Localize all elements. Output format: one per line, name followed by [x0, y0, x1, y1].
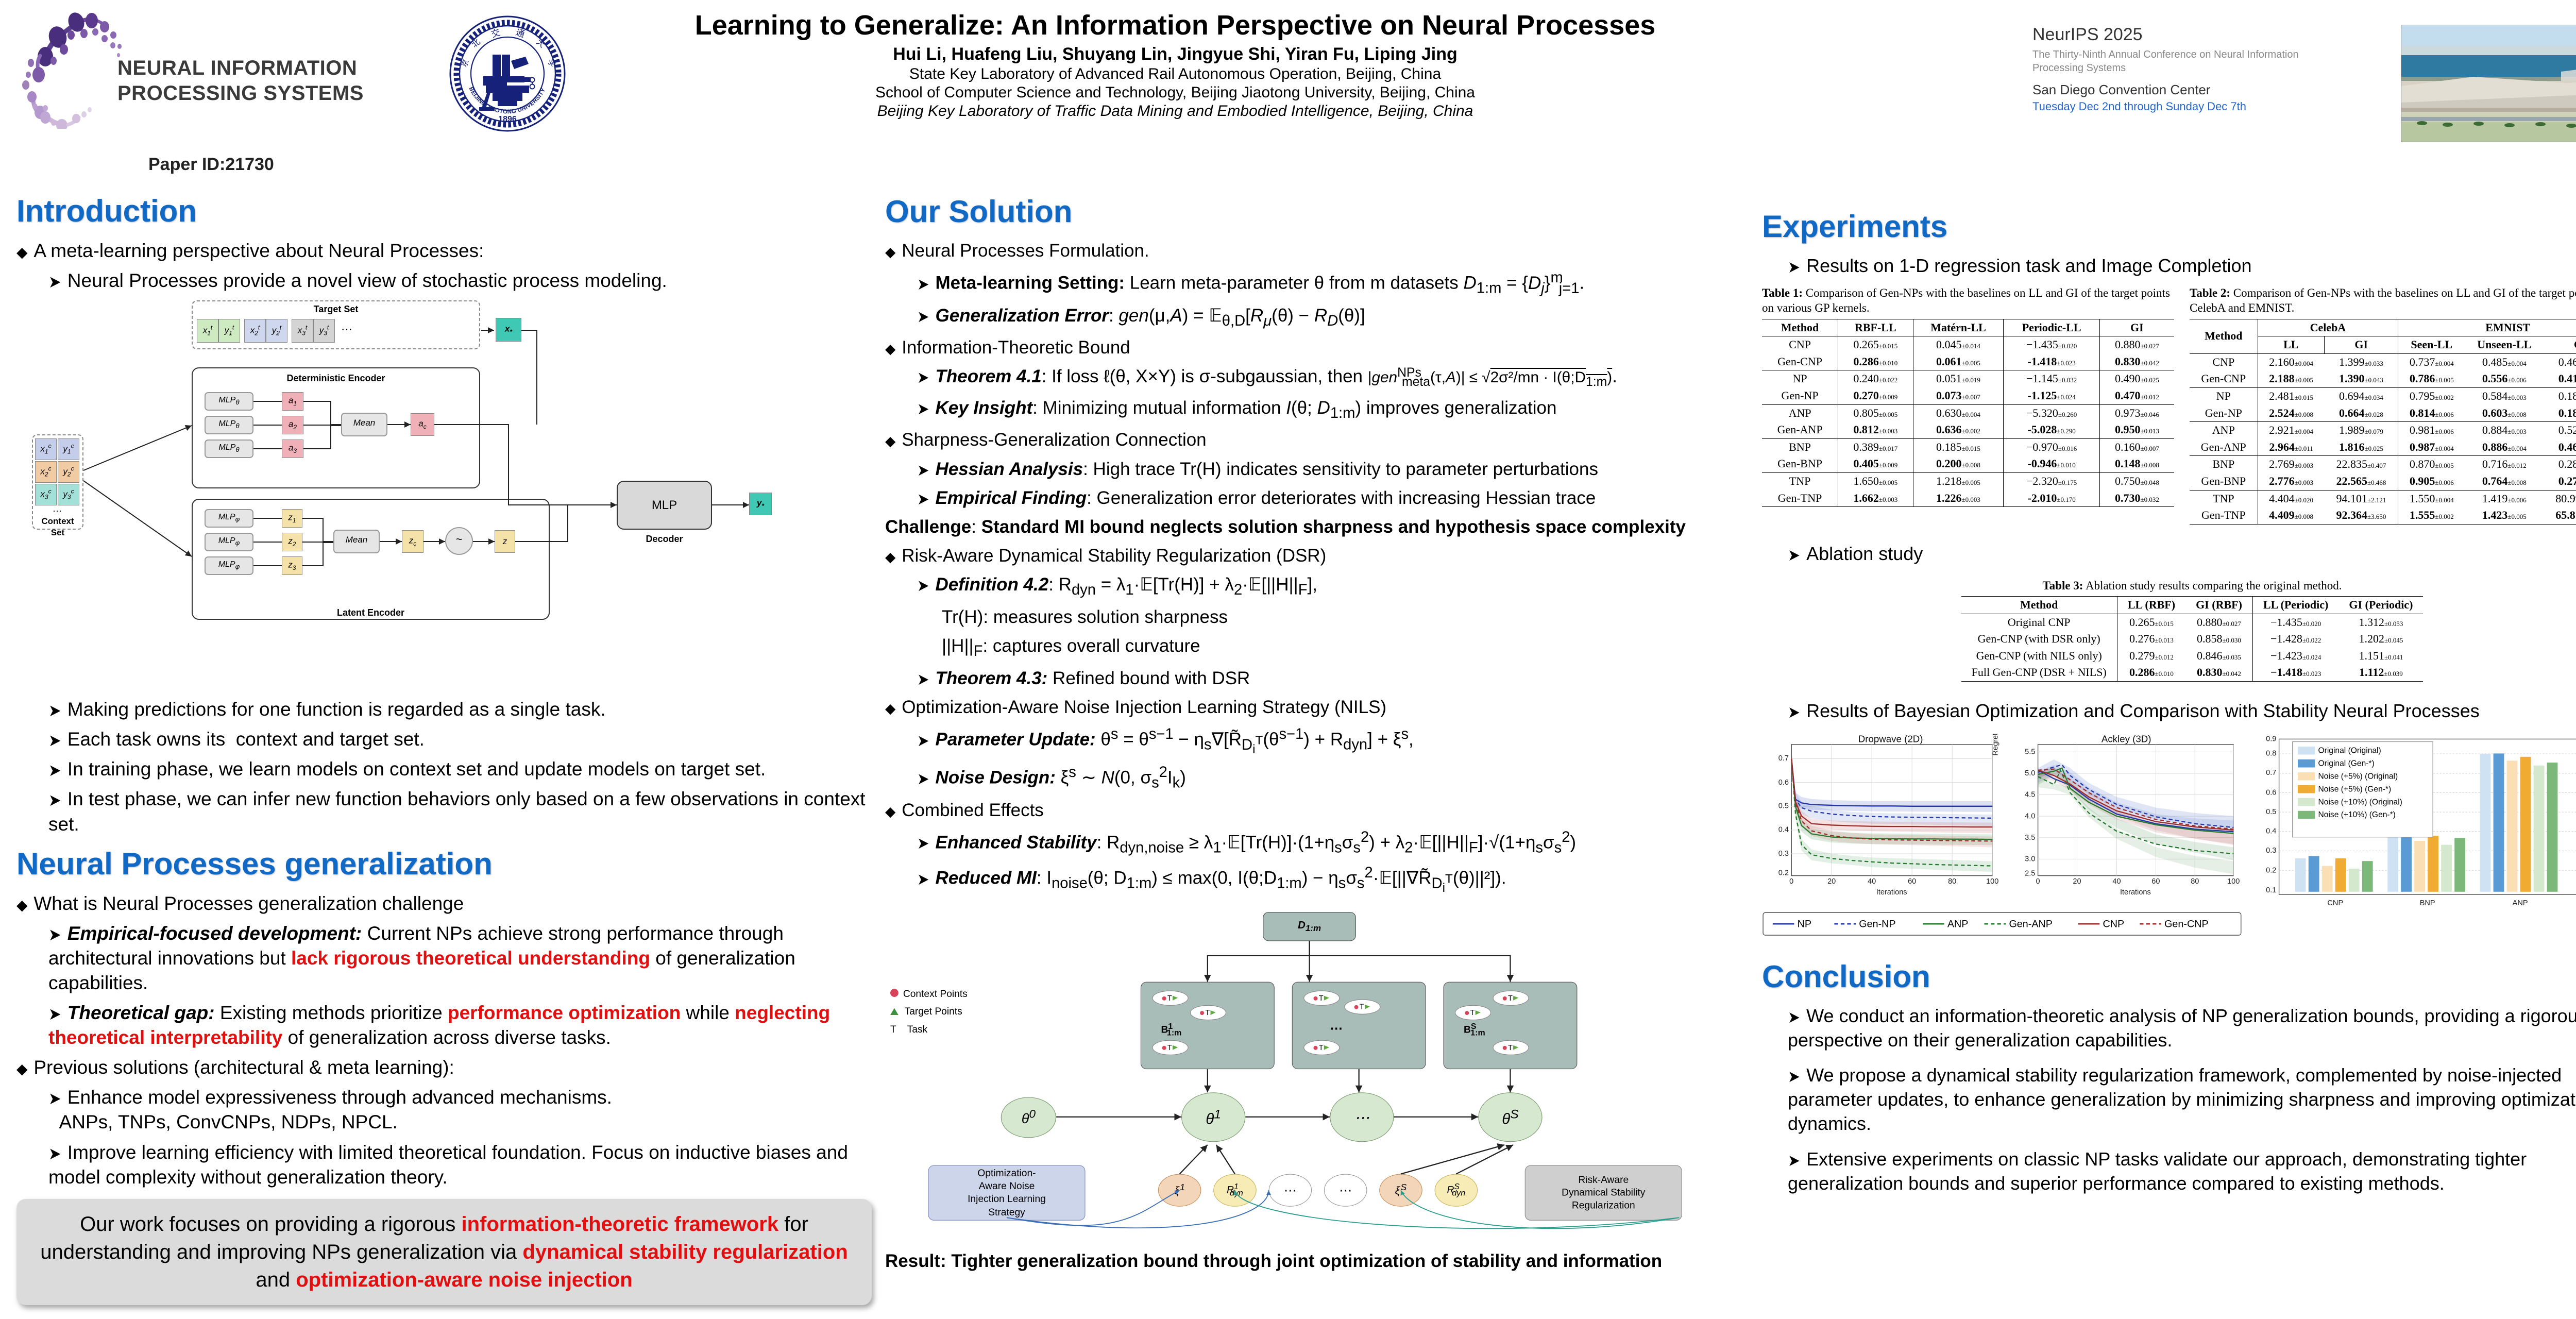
svg-text:100: 100: [1986, 877, 1998, 886]
svg-text:Dropwave (2D): Dropwave (2D): [1858, 734, 1923, 745]
svg-text:ANP: ANP: [2513, 899, 2528, 907]
svg-text:Ackley (3D): Ackley (3D): [2102, 734, 2151, 745]
svg-text:Gen-ANP: Gen-ANP: [2009, 918, 2053, 929]
svg-text:Original (Original): Original (Original): [2318, 746, 2381, 755]
svg-text:20: 20: [2073, 877, 2081, 886]
svg-text:NP: NP: [1798, 918, 1811, 929]
svg-text:ANP: ANP: [1947, 918, 1969, 929]
svg-text:Regret: Regret: [1992, 734, 2000, 756]
svg-text:0.2: 0.2: [2266, 866, 2276, 874]
svg-text:0.7: 0.7: [1778, 754, 1789, 763]
svg-text:0.4: 0.4: [1778, 825, 1789, 834]
svg-text:0.7: 0.7: [2266, 769, 2276, 777]
svg-text:3.0: 3.0: [2025, 855, 2035, 863]
svg-text:4.5: 4.5: [2025, 791, 2035, 799]
svg-text:40: 40: [1868, 877, 1876, 886]
svg-text:0.6: 0.6: [1778, 779, 1789, 787]
svg-text:0.2: 0.2: [1778, 869, 1789, 877]
svg-text:0: 0: [2036, 877, 2040, 886]
svg-text:Gen-CNP: Gen-CNP: [2164, 918, 2209, 929]
svg-text:100: 100: [2227, 877, 2240, 886]
svg-text:80: 80: [2191, 877, 2199, 886]
svg-text:Noise (+5%) (Original): Noise (+5%) (Original): [2318, 772, 2398, 781]
svg-text:Noise (+10%) (Gen-*): Noise (+10%) (Gen-*): [2318, 810, 2396, 819]
svg-text:Noise (+10%) (Original): Noise (+10%) (Original): [2318, 798, 2402, 806]
svg-text:4.0: 4.0: [2025, 812, 2035, 820]
svg-text:CNP: CNP: [2103, 918, 2124, 929]
svg-text:60: 60: [2151, 877, 2160, 886]
svg-text:0.9: 0.9: [2266, 735, 2276, 743]
svg-text:0.5: 0.5: [2266, 808, 2276, 816]
svg-text:3.5: 3.5: [2025, 834, 2035, 842]
svg-text:40: 40: [2112, 877, 2121, 886]
svg-text:0.5: 0.5: [1778, 802, 1789, 810]
svg-text:0.1: 0.1: [2266, 886, 2276, 894]
svg-text:Gen-NP: Gen-NP: [1859, 918, 1895, 929]
svg-text:5.5: 5.5: [2025, 748, 2035, 756]
svg-text:0.3: 0.3: [2266, 847, 2276, 855]
svg-text:Iterations: Iterations: [2120, 888, 2151, 897]
svg-text:20: 20: [1827, 877, 1836, 886]
svg-text:0.4: 0.4: [2266, 827, 2276, 835]
svg-text:0: 0: [1789, 877, 1793, 886]
svg-text:5.0: 5.0: [2025, 769, 2035, 777]
svg-text:Iterations: Iterations: [1876, 888, 1907, 897]
svg-text:0.6: 0.6: [2266, 788, 2276, 797]
svg-text:0.8: 0.8: [2266, 749, 2276, 757]
svg-text:Noise (+5%) (Gen-*): Noise (+5%) (Gen-*): [2318, 785, 2392, 793]
svg-text:CNP: CNP: [2327, 899, 2343, 907]
svg-text:BNP: BNP: [2420, 899, 2435, 907]
svg-text:2.5: 2.5: [2025, 869, 2035, 877]
svg-text:80: 80: [1948, 877, 1956, 886]
svg-text:60: 60: [1908, 877, 1916, 886]
svg-text:0.3: 0.3: [1778, 850, 1789, 858]
svg-text:Original (Gen-*): Original (Gen-*): [2318, 759, 2375, 768]
